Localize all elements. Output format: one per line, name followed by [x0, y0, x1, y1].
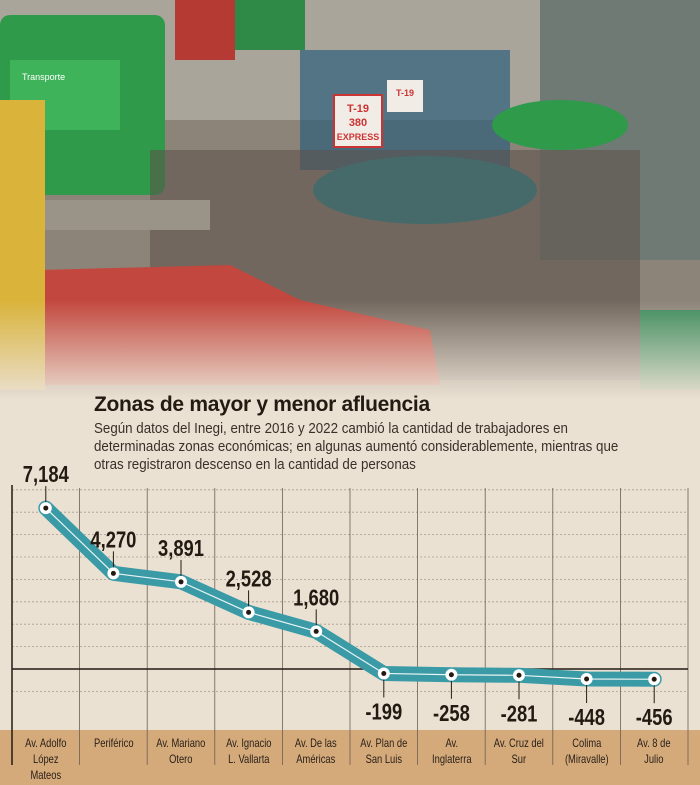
data-point-center	[313, 628, 319, 634]
data-point-center	[584, 676, 590, 682]
data-point-center	[448, 672, 454, 678]
data-label: 3,891	[158, 536, 204, 561]
data-point-center	[516, 672, 522, 678]
svg-text:T-19: T-19	[347, 103, 369, 115]
data-label: -281	[501, 701, 538, 726]
data-point-center	[43, 505, 49, 511]
data-label: -258	[433, 701, 470, 726]
data-label: -199	[365, 700, 402, 725]
data-label: 4,270	[90, 527, 136, 552]
data-label: 1,680	[293, 585, 339, 610]
category-label: Av. De las Américas	[295, 736, 338, 766]
category-label: Av. 8 de Julio	[637, 736, 671, 766]
svg-text:380: 380	[349, 117, 367, 129]
category-label: Av. Cruz del Sur	[493, 736, 545, 766]
data-point-center	[110, 570, 116, 576]
data-label: 7,184	[23, 462, 69, 487]
svg-text:EXPRESS: EXPRESS	[337, 132, 380, 142]
category-label: Av. Mariano Otero	[156, 736, 206, 766]
category-label: Av. Inglaterra	[431, 736, 472, 766]
bus-text: Transporte	[22, 72, 65, 82]
data-label: 2,528	[226, 566, 272, 591]
data-label: -448	[568, 705, 605, 730]
series-line	[45, 507, 655, 680]
data-label: -456	[636, 705, 673, 730]
data-point-center	[178, 579, 184, 585]
chart-subtitle: Según datos del Inegi, entre 2016 y 2022…	[94, 421, 619, 473]
umbrella-green	[492, 100, 628, 150]
chart-title: Zonas de mayor y menor afluencia	[94, 393, 430, 416]
category-label: Colima (Miravalle)	[564, 736, 609, 766]
category-label: Periférico	[93, 736, 134, 750]
category-label: Av. Plan de San Luis	[360, 736, 408, 766]
category-label: Av. Ignacio L. Vallarta	[225, 736, 272, 766]
data-point-center	[651, 676, 657, 682]
svg-text:T-19: T-19	[396, 88, 414, 98]
route-sign	[333, 94, 383, 148]
category-label: Av. Adolfo López Mateos	[25, 736, 67, 782]
data-point-center	[381, 670, 387, 676]
data-point-center	[246, 609, 252, 615]
